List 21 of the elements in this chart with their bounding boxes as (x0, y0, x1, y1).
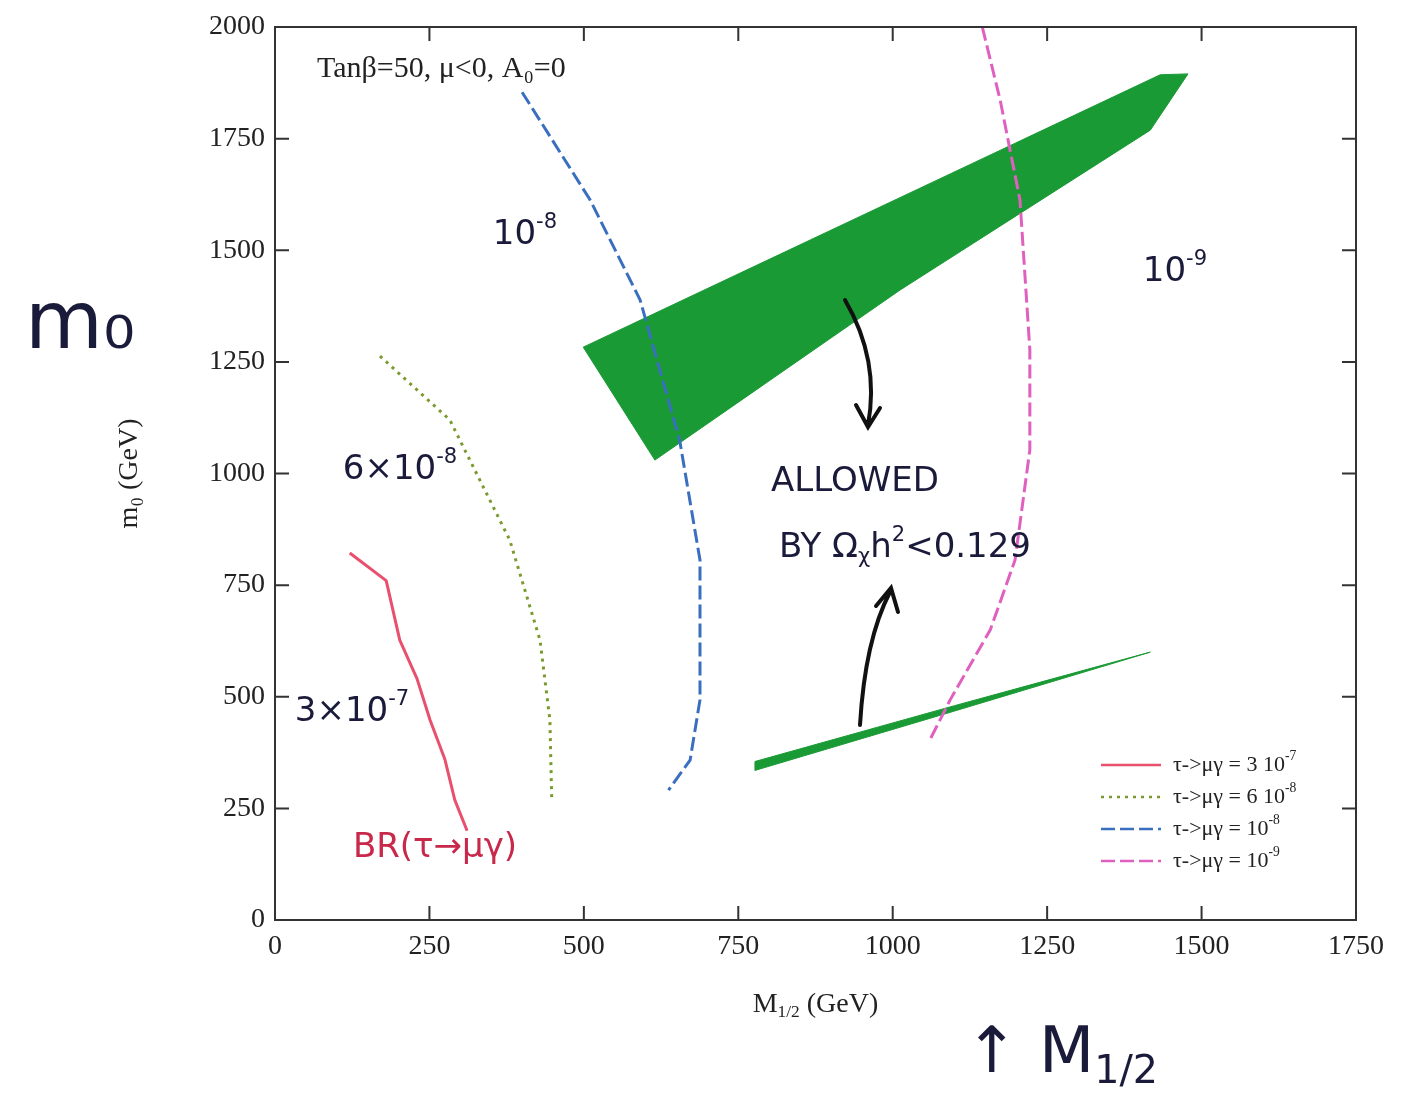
y-tick-label: 500 (223, 679, 265, 711)
x-tick-label: 750 (717, 929, 760, 961)
y-tick-label: 2000 (209, 9, 265, 41)
y-tick-label: 1500 (209, 232, 265, 264)
text: m₀ (25, 273, 135, 367)
y-tick-label: 0 (251, 902, 265, 934)
y-tick-label: 1750 (209, 120, 265, 152)
y-axis-title: m₀ (GeV) (112, 418, 144, 529)
x-tick-label: 500 (562, 929, 605, 961)
x-tick-label: 1000 (864, 929, 921, 961)
y-tick-label: 750 (223, 567, 265, 599)
y-tick-label: 250 (223, 790, 265, 822)
y-tick-label: 1250 (209, 344, 265, 376)
annotation: Tanβ=50, μ<0, A₀=0 (317, 49, 566, 83)
x-tick-label: 1500 (1173, 929, 1230, 961)
y-tick-label: 1000 (209, 455, 265, 487)
x-tick-label: 1250 (1019, 929, 1076, 961)
x-tick-label: 1750 (1328, 929, 1384, 961)
annotation: BR(τ→μγ) (352, 824, 518, 865)
annotation: ALLOWED (771, 458, 939, 499)
x-tick-label: 250 (408, 929, 451, 961)
